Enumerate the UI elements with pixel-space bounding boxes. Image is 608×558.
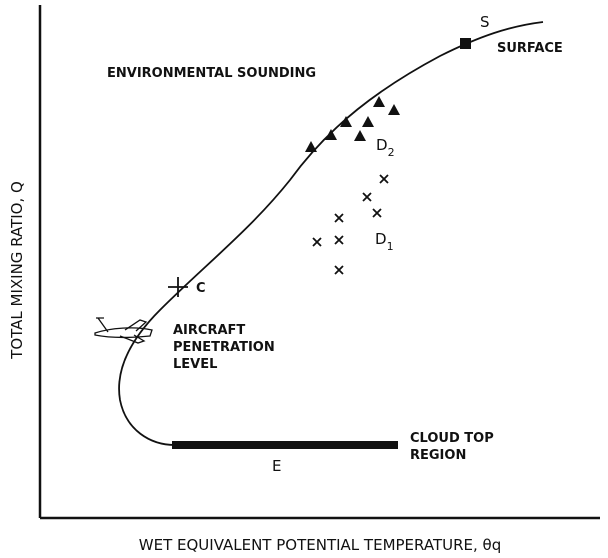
x-marker (362, 192, 372, 202)
triangle (388, 104, 400, 115)
d2-label: D2 (376, 136, 395, 159)
x-markers (312, 174, 389, 275)
title: ENVIRONMENTAL SOUNDING (107, 66, 316, 81)
aircraft-icon (94, 317, 153, 344)
surface-label: SURFACE (497, 41, 563, 56)
sounding-curve (118, 21, 544, 446)
aircraft-label: PENETRATION (173, 340, 275, 355)
cloud-top-label: REGION (410, 448, 466, 463)
c-marker (168, 277, 188, 297)
e-label: E (272, 457, 281, 475)
x-marker (372, 208, 382, 218)
x-marker (334, 213, 344, 223)
triangle (325, 129, 337, 140)
y-axis-label: TOTAL MIXING RATIO, Q (8, 181, 26, 360)
cloud-top-bar (172, 441, 398, 449)
x-marker (334, 235, 344, 245)
triangle (362, 116, 374, 127)
aircraft-label: AIRCRAFT (173, 323, 245, 338)
triangle (373, 96, 385, 107)
surface-marker (460, 38, 471, 49)
x-marker (379, 174, 389, 184)
surface-point-label: S (480, 13, 490, 31)
triangle (340, 116, 352, 127)
triangle (354, 130, 366, 141)
c-label: C (196, 281, 206, 296)
triangle (305, 141, 317, 152)
aircraft-label: LEVEL (173, 357, 217, 372)
x-axis-label: WET EQUIVALENT POTENTIAL TEMPERATURE, θq (139, 536, 501, 554)
x-marker (312, 237, 322, 247)
d1-label: D1 (375, 230, 394, 253)
x-marker (334, 265, 344, 275)
cloud-top-label: CLOUD TOP (410, 431, 494, 446)
triangle-markers (305, 96, 400, 152)
